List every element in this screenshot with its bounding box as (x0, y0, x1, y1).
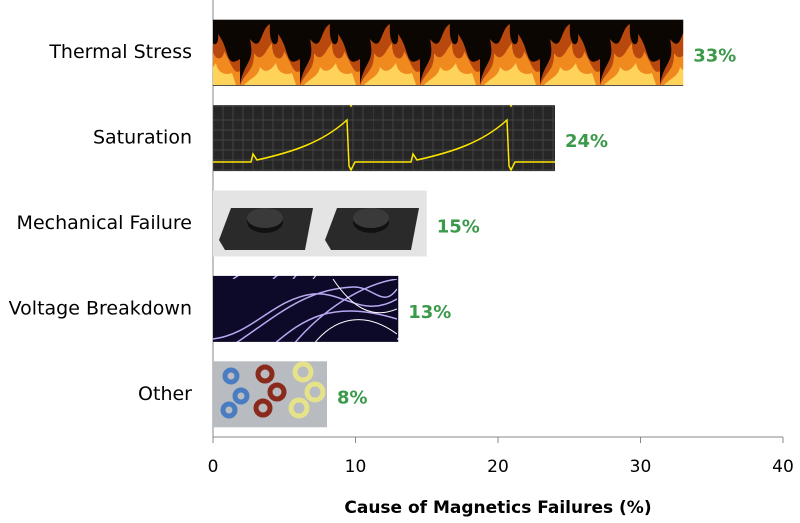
category-label: Saturation (93, 127, 192, 149)
category-label: Other (138, 383, 192, 405)
category-label: Mechanical Failure (17, 212, 192, 234)
x-tick-label: 10 (345, 457, 367, 477)
value-label: 15% (437, 217, 480, 238)
category-label: Thermal Stress (48, 41, 192, 63)
x-axis-title: Cause of Magnetics Failures (%) (344, 498, 651, 518)
x-tick-label: 30 (630, 457, 652, 477)
bar (213, 19, 684, 86)
value-label: 33% (693, 46, 736, 67)
bar (213, 105, 555, 172)
bar (213, 361, 327, 428)
value-label: 13% (408, 302, 451, 323)
value-label: 24% (565, 131, 608, 152)
x-tick-label: 40 (772, 457, 794, 477)
bar (213, 275, 399, 342)
category-label: Voltage Breakdown (9, 297, 192, 319)
value-label: 8% (337, 387, 368, 408)
x-tick-label: 0 (208, 457, 219, 477)
bar (213, 190, 427, 257)
x-tick-label: 20 (487, 457, 509, 477)
